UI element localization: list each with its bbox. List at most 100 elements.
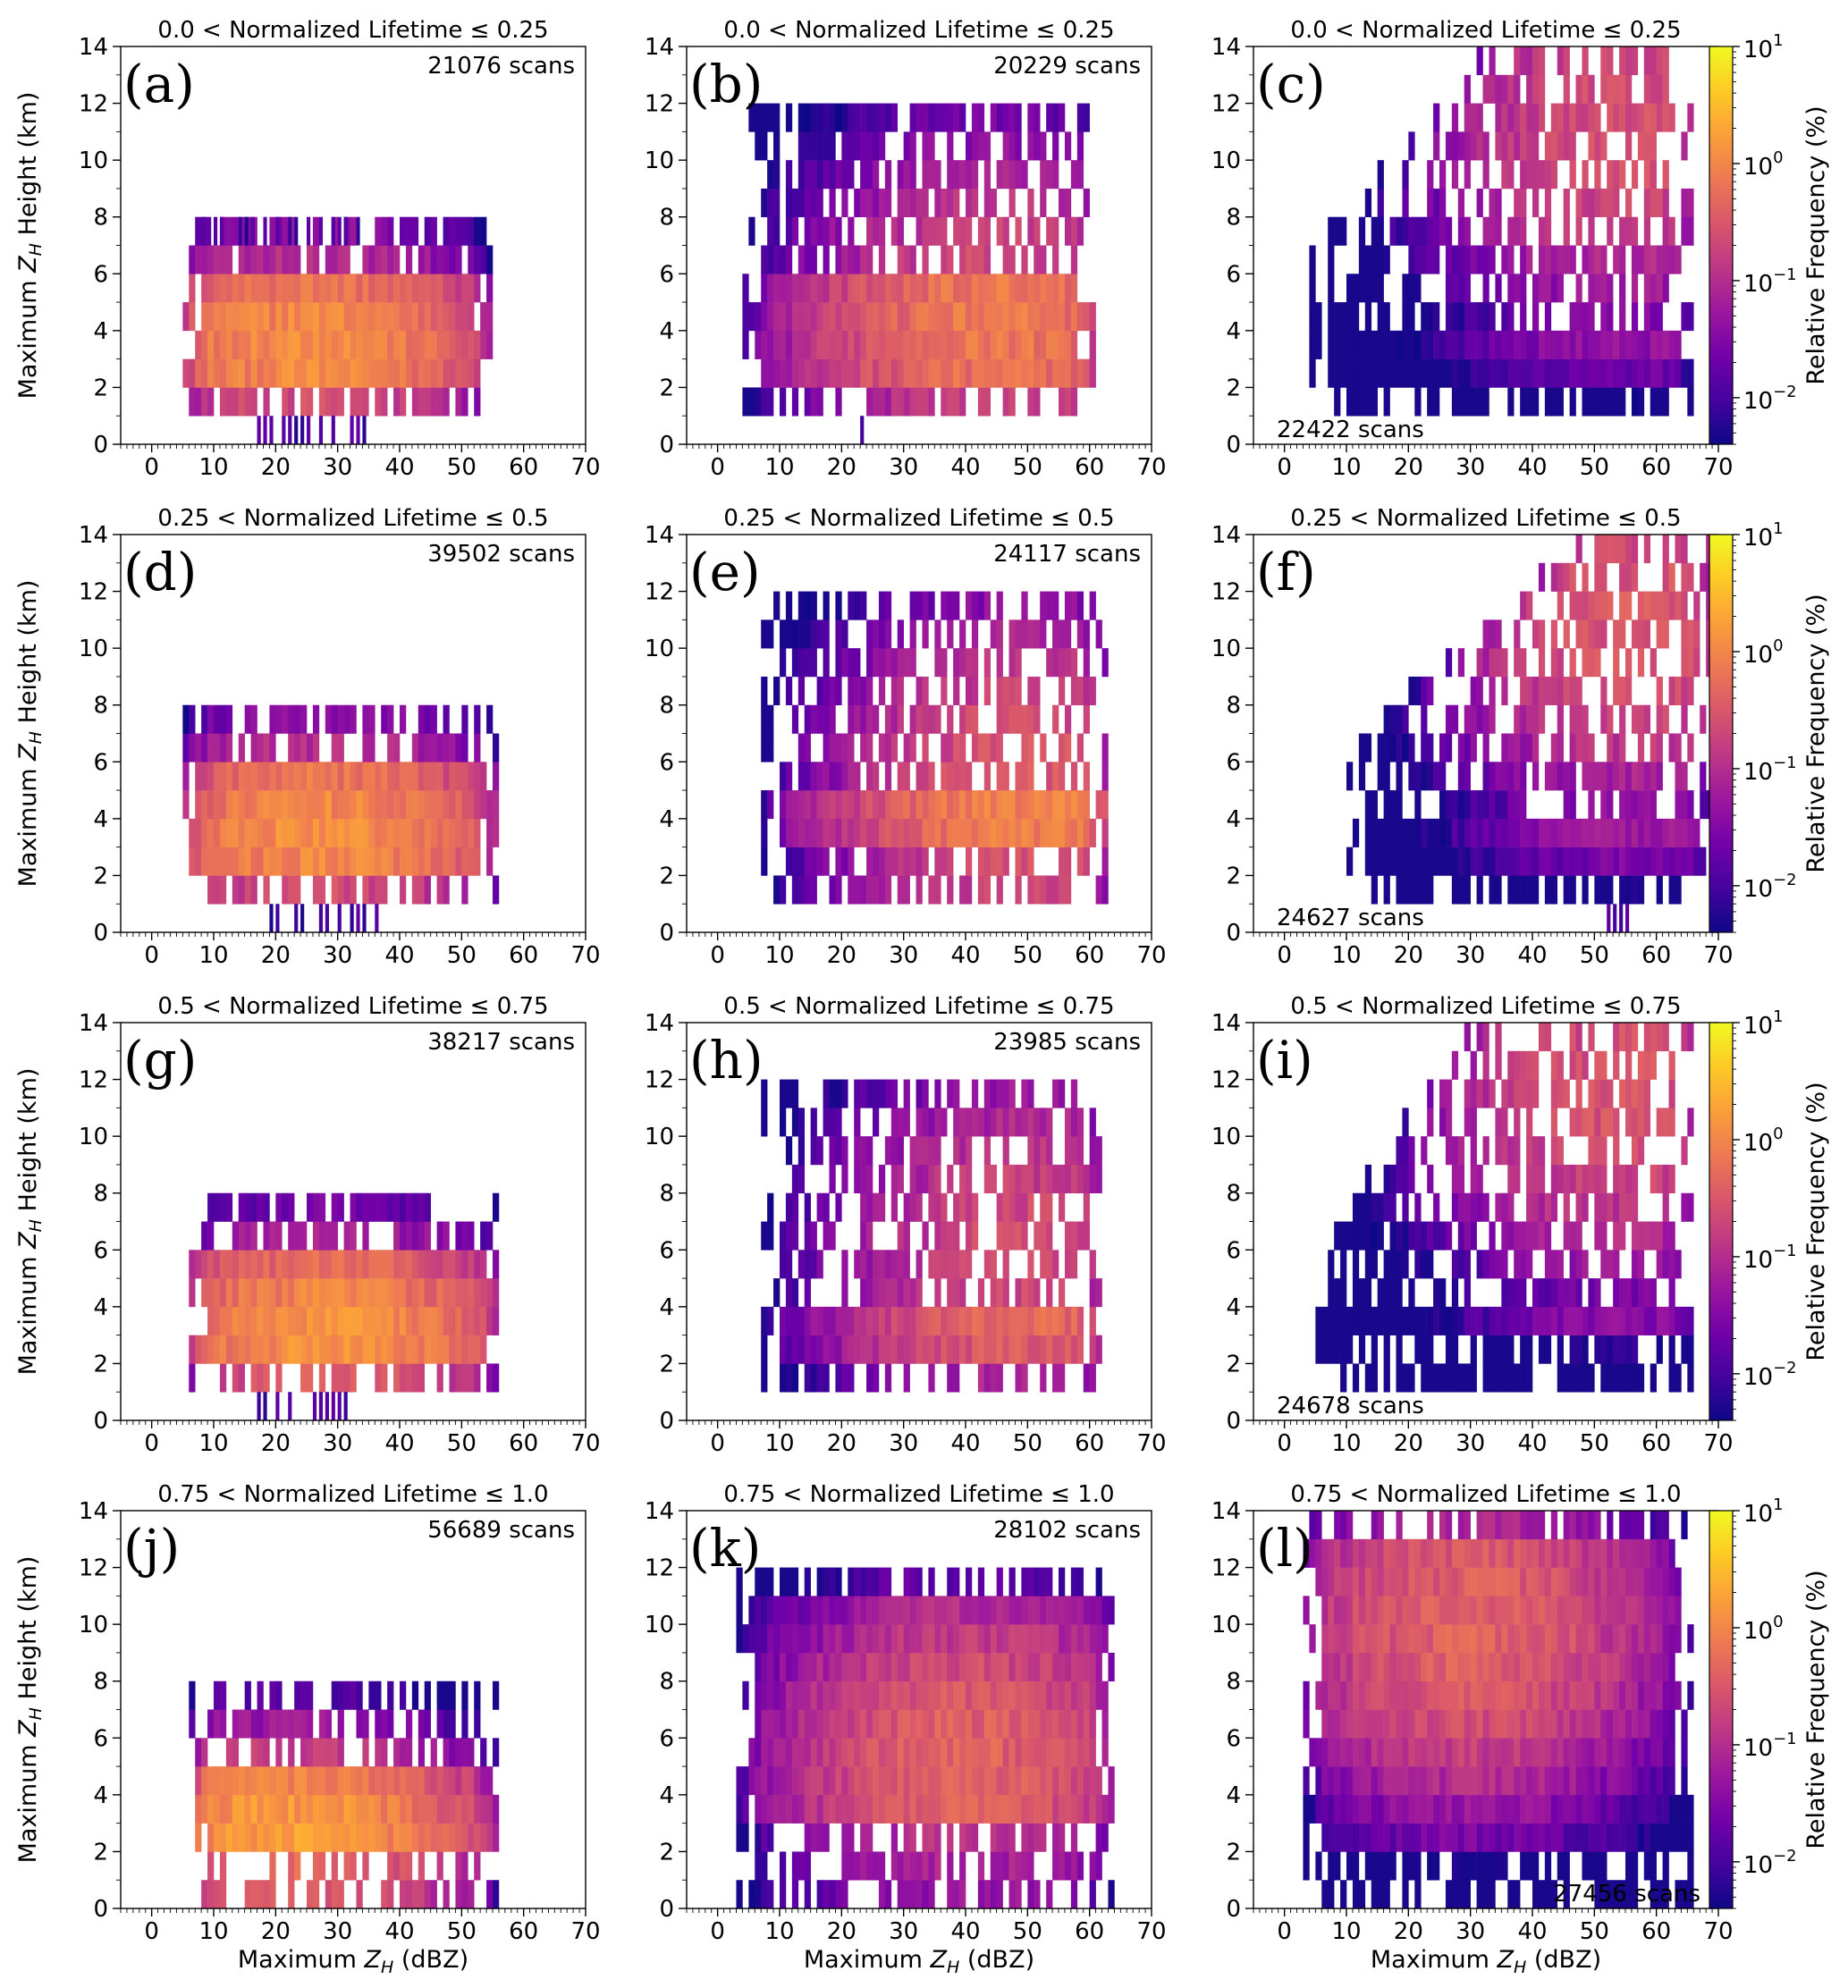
histogram-bin xyxy=(816,1306,823,1335)
histogram-bin xyxy=(953,1335,960,1364)
histogram-bin xyxy=(250,1250,257,1279)
histogram-bin xyxy=(269,358,276,388)
histogram-bin xyxy=(890,216,899,246)
histogram-bin xyxy=(1470,790,1477,820)
histogram-bin xyxy=(971,619,979,649)
histogram-bin xyxy=(953,790,960,820)
histogram-bin xyxy=(761,188,768,218)
histogram-bin xyxy=(418,387,426,417)
histogram-bin xyxy=(941,1108,948,1137)
histogram-bin xyxy=(225,1250,233,1279)
histogram-bin xyxy=(1619,160,1626,190)
histogram-bin xyxy=(257,790,264,820)
histogram-bin xyxy=(922,274,929,303)
histogram-bin xyxy=(761,1335,768,1364)
histogram-bin xyxy=(1414,762,1422,791)
histogram-bin xyxy=(238,330,245,359)
histogram-bin xyxy=(953,818,960,847)
histogram-bin xyxy=(1358,733,1366,762)
histogram-bin xyxy=(860,330,867,359)
histogram-bin xyxy=(430,704,437,734)
histogram-bin xyxy=(810,216,817,246)
histogram-bin xyxy=(1414,1335,1422,1364)
histogram-bin xyxy=(350,1221,357,1251)
histogram-bin xyxy=(455,733,462,762)
histogram-bin xyxy=(238,875,245,905)
histogram-bin xyxy=(797,160,806,190)
histogram-bin xyxy=(1613,245,1620,274)
histogram-bin xyxy=(941,1221,948,1251)
histogram-bin xyxy=(430,847,437,876)
histogram-bin xyxy=(916,387,923,417)
histogram-bin xyxy=(312,1738,320,1767)
histogram-bin xyxy=(909,790,916,820)
histogram-bin xyxy=(1588,1023,1595,1052)
histogram-bin xyxy=(1613,358,1620,388)
histogram-bin xyxy=(1575,103,1582,132)
histogram-bin xyxy=(436,762,443,791)
histogram-bin xyxy=(941,330,948,359)
histogram-bin xyxy=(816,790,823,820)
histogram-bin xyxy=(1563,619,1570,649)
histogram-bin xyxy=(1569,1050,1576,1080)
histogram-bin xyxy=(1526,1363,1533,1393)
histogram-bin xyxy=(791,1306,799,1335)
histogram-bin xyxy=(250,245,257,274)
histogram-bin xyxy=(785,216,793,246)
histogram-bin xyxy=(1693,818,1700,847)
histogram-bin xyxy=(207,1306,215,1335)
histogram-bin xyxy=(860,676,867,706)
x-tick-label: 10 xyxy=(198,942,228,969)
histogram-bin xyxy=(1457,274,1465,303)
histogram-bin xyxy=(1631,790,1639,820)
histogram-bin xyxy=(1364,1363,1372,1393)
histogram-bin xyxy=(461,1363,468,1393)
histogram-bin xyxy=(1613,1108,1620,1137)
histogram-bin xyxy=(890,1278,899,1308)
histogram-bin xyxy=(1021,847,1028,876)
histogram-bin xyxy=(1064,387,1072,417)
histogram-bin xyxy=(1538,562,1546,592)
histogram-bin xyxy=(362,762,369,791)
histogram-bin xyxy=(238,387,245,417)
histogram-bin xyxy=(1396,330,1403,359)
histogram-bin xyxy=(977,1335,985,1364)
heatmap-cells xyxy=(742,103,1096,444)
histogram-bin xyxy=(362,790,369,820)
histogram-bin xyxy=(1507,274,1515,303)
histogram-bin xyxy=(1538,847,1546,876)
histogram-bin xyxy=(1439,1079,1447,1108)
y-tick-label: 8 xyxy=(93,205,108,232)
histogram-bin xyxy=(903,188,910,218)
histogram-bin xyxy=(275,274,283,303)
histogram-bin xyxy=(207,1766,215,1796)
histogram-bin xyxy=(1427,1250,1434,1279)
histogram-bin xyxy=(890,648,899,678)
y-tick-label: 8 xyxy=(1226,693,1241,720)
histogram-bin xyxy=(835,1136,842,1166)
histogram-bin xyxy=(873,1363,880,1393)
histogram-bin xyxy=(1550,1136,1558,1166)
histogram-bin xyxy=(381,1794,388,1824)
histogram-bin xyxy=(916,358,923,388)
histogram-bin xyxy=(250,818,257,847)
histogram-bin xyxy=(977,330,985,359)
histogram-bin xyxy=(1408,1278,1415,1308)
histogram-bin xyxy=(343,1823,350,1852)
histogram-bin xyxy=(829,216,836,246)
histogram-bin xyxy=(780,1306,787,1335)
histogram-bin xyxy=(1371,790,1378,820)
histogram-bin xyxy=(455,818,462,847)
histogram-bin xyxy=(343,1250,350,1279)
histogram-bin xyxy=(443,1794,450,1824)
histogram-bin xyxy=(1514,1221,1521,1251)
histogram-bin xyxy=(443,387,450,417)
histogram-bin xyxy=(1631,245,1639,274)
histogram-bin xyxy=(300,762,308,791)
histogram-bin xyxy=(269,1335,276,1364)
histogram-bin xyxy=(368,847,376,876)
histogram-bin xyxy=(878,875,886,905)
histogram-bin xyxy=(1464,387,1471,417)
histogram-bin xyxy=(294,704,301,734)
colorbar-label: Relative Frequency (%) xyxy=(1802,594,1830,872)
